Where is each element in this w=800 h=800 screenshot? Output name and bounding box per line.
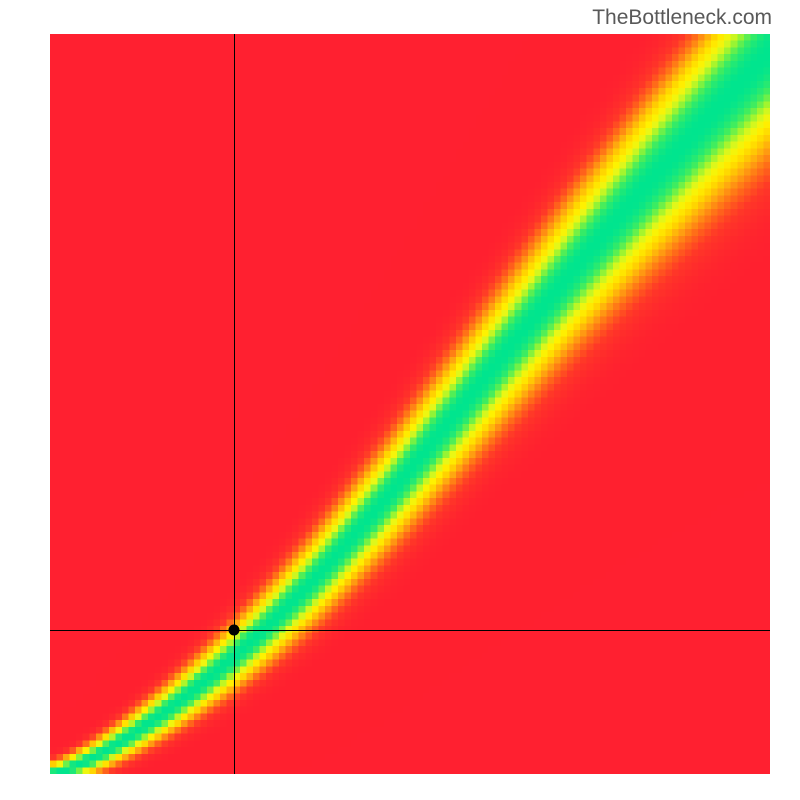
crosshair-horizontal bbox=[50, 630, 770, 631]
watermark-text: TheBottleneck.com bbox=[592, 6, 772, 30]
crosshair-vertical bbox=[234, 34, 235, 774]
heatmap-plot bbox=[50, 34, 770, 774]
marker-dot bbox=[228, 624, 239, 635]
heatmap-canvas bbox=[50, 34, 770, 774]
